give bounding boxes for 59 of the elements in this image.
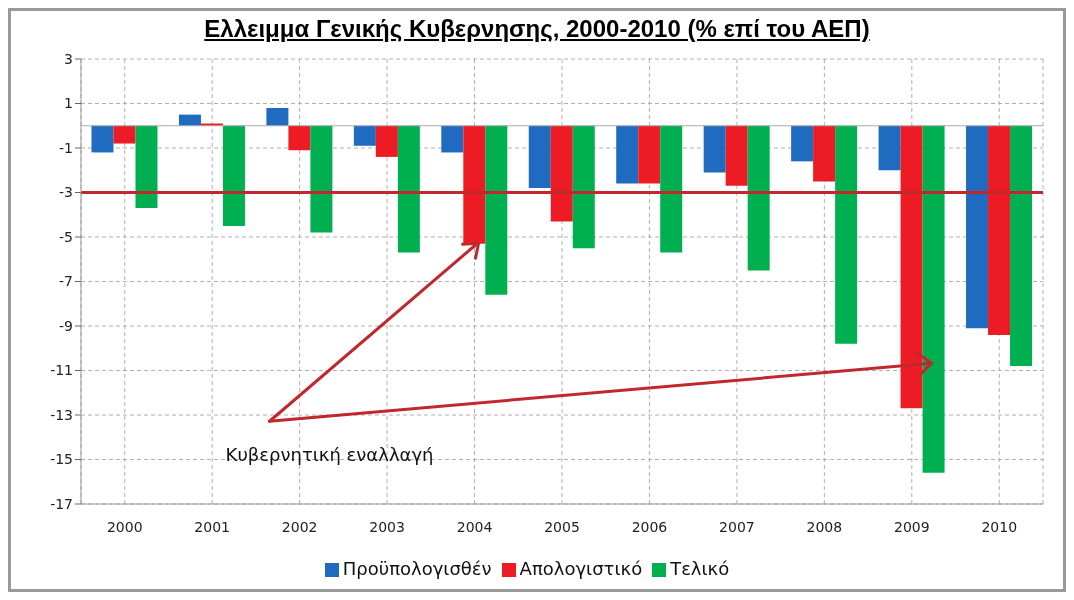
bar xyxy=(922,125,945,473)
y-tick-label: 3 xyxy=(64,50,73,67)
bar xyxy=(616,125,639,184)
bar xyxy=(725,125,748,186)
bar xyxy=(375,125,398,157)
y-tick-label: -15 xyxy=(50,451,73,468)
bar xyxy=(747,125,770,271)
bar xyxy=(660,125,683,253)
x-tick-label: 2006 xyxy=(631,518,668,535)
bar xyxy=(441,125,464,153)
y-tick-label: -7 xyxy=(59,273,73,290)
bar xyxy=(813,125,836,182)
legend-label: Απολογιστικό xyxy=(519,558,643,579)
y-tick-label: -9 xyxy=(59,317,73,334)
x-tick-label: 2003 xyxy=(369,518,405,535)
bar xyxy=(113,125,136,144)
chart-title: Ελλειμμα Γενικής Κυβερνησης, 2000-2010 (% επί του ΑΕΠ) xyxy=(203,15,871,43)
bar xyxy=(91,125,114,153)
annotation: Κυβερνητική εναλλαγή xyxy=(225,444,434,466)
x-tick-label: 2008 xyxy=(806,518,843,535)
bar xyxy=(791,125,814,162)
bar xyxy=(900,125,923,409)
bar xyxy=(485,125,508,295)
bar xyxy=(463,125,486,244)
y-tick-label: -1 xyxy=(59,139,73,156)
y-tick-label: -3 xyxy=(59,184,73,201)
bar xyxy=(528,125,551,189)
bar xyxy=(878,125,901,171)
x-tick-label: 2002 xyxy=(281,518,318,535)
bar xyxy=(638,125,661,184)
legend-label: Προϋπολογισθέν xyxy=(342,558,492,579)
bar xyxy=(966,125,989,329)
x-tick-label: 2005 xyxy=(544,518,580,535)
bar xyxy=(310,125,333,233)
bar xyxy=(266,107,289,126)
x-tick-label: 2010 xyxy=(981,518,1018,535)
bar xyxy=(178,114,201,126)
bar xyxy=(222,125,245,226)
x-tick-label: 2000 xyxy=(106,518,143,535)
bar xyxy=(703,125,726,173)
bar xyxy=(1010,125,1033,367)
y-tick-label: -13 xyxy=(50,406,73,423)
bar xyxy=(288,125,311,151)
x-tick-label: 2007 xyxy=(719,518,755,535)
x-tick-label: 2001 xyxy=(194,518,230,535)
bar xyxy=(353,125,376,146)
bar xyxy=(550,125,573,222)
y-tick-label: -5 xyxy=(59,228,73,245)
legend-label: Τελικό xyxy=(670,558,730,579)
x-tick-label: 2004 xyxy=(456,518,493,535)
y-tick-label: -17 xyxy=(50,495,73,512)
bar xyxy=(397,125,420,253)
x-tick-label: 2009 xyxy=(894,518,930,535)
y-tick-label: 1 xyxy=(64,95,73,112)
bar xyxy=(988,125,1011,335)
bar xyxy=(572,125,595,249)
y-tick-label: -11 xyxy=(50,362,73,379)
bar xyxy=(835,125,858,344)
bar xyxy=(135,125,158,209)
